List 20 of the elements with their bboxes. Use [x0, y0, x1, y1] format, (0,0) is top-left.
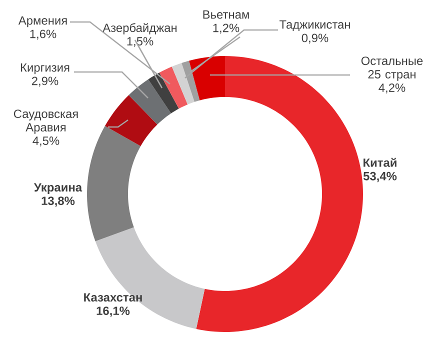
- slice-label: Таджикистан: [280, 20, 350, 31]
- data-label: 4,2%: [378, 84, 406, 94]
- slice-label: Китай: [364, 158, 396, 167]
- data-label: 4,5%: [32, 136, 60, 146]
- slice-label: Украина: [34, 183, 82, 194]
- data-label: 1,2%: [213, 24, 240, 34]
- slice-label: Остальные 25 стран: [361, 56, 423, 81]
- data-label: 53,4%: [363, 172, 397, 182]
- slice-label: Саудовская Аравия: [14, 110, 78, 134]
- slice-label: Вьетнам: [203, 10, 249, 19]
- slice-label: Киргизия: [21, 63, 70, 74]
- data-label: 13,8%: [42, 196, 75, 207]
- data-label: 1,6%: [30, 30, 56, 40]
- data-label: 1,5%: [127, 37, 154, 47]
- data-label: 0,9%: [302, 34, 328, 44]
- slice-label: Азербайджан: [102, 23, 177, 34]
- slice-label: Армения: [18, 16, 67, 28]
- data-label: 16,1%: [96, 306, 130, 317]
- data-label: 2,9%: [32, 76, 58, 87]
- slice-label: Казахстан: [84, 293, 142, 302]
